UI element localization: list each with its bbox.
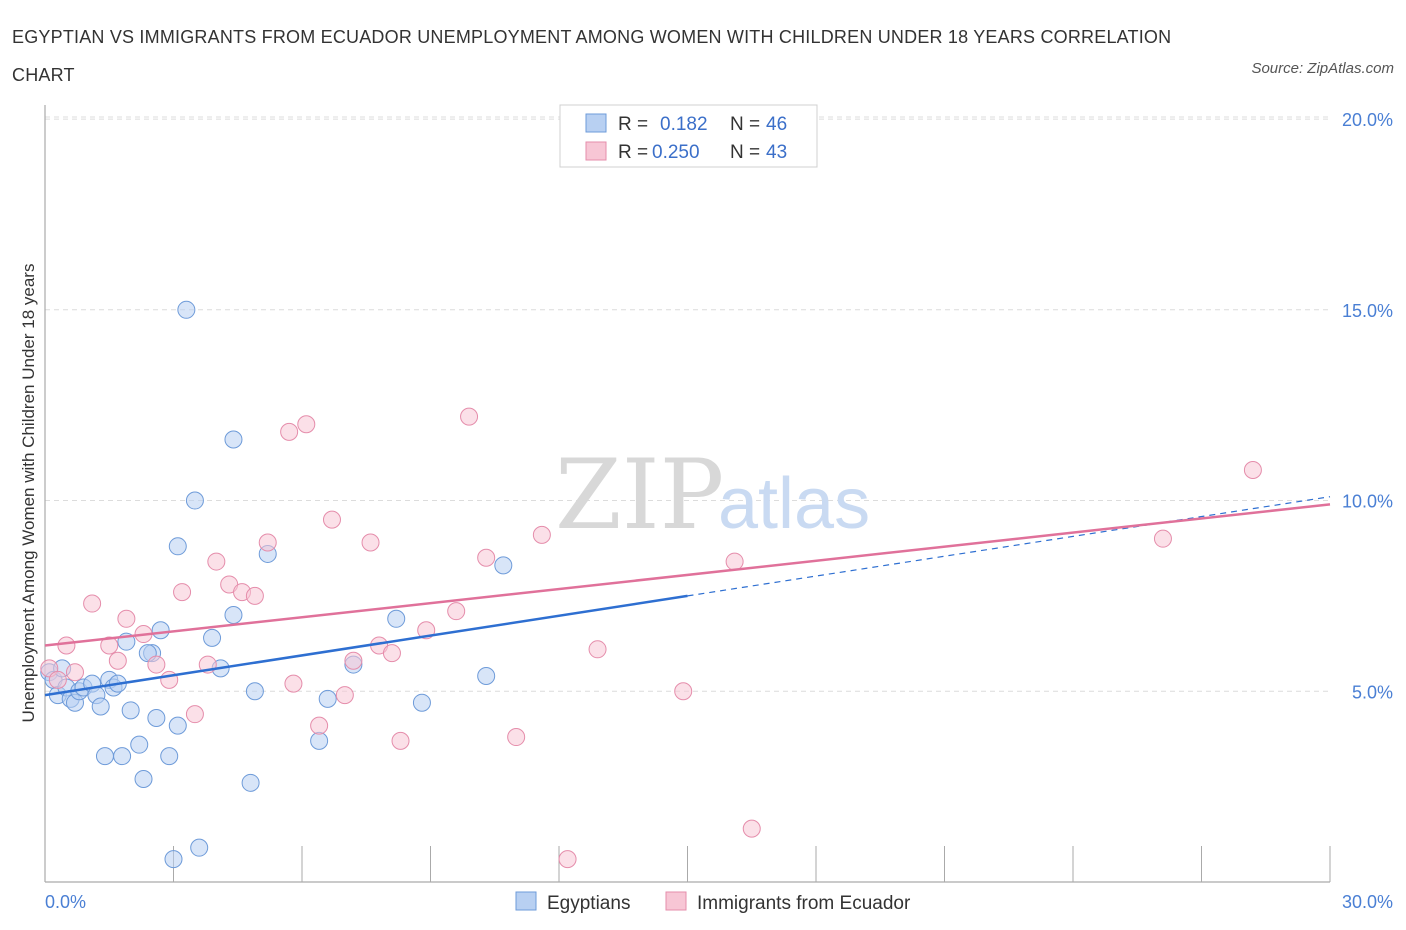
egyptians-point-39	[412, 693, 431, 712]
egyptians-point-35	[310, 731, 329, 750]
watermark: ZIP atlas	[555, 439, 870, 551]
egyptians-trend-line	[44, 594, 688, 697]
stats-n-label-pink: N =	[730, 142, 760, 163]
egyptians-point-42	[95, 747, 114, 766]
ecuador-trend-line	[44, 503, 1331, 647]
ecuador-point-38	[674, 682, 693, 701]
egyptians-point-33	[245, 682, 264, 701]
ecuador-point-3	[65, 663, 84, 682]
stats-n-label-blue: N =	[730, 114, 760, 135]
ecuador-point-28	[382, 644, 401, 663]
egyptians-point-25	[177, 300, 196, 319]
ecuador-point-24	[335, 686, 354, 705]
egyptians-point-19	[147, 708, 166, 727]
stats-n-value-blue: 46	[766, 114, 787, 135]
axes	[44, 105, 1331, 883]
egyptians-point-16	[130, 735, 149, 754]
ecuador-point-11	[173, 583, 192, 602]
stats-swatch-blue	[585, 113, 607, 133]
ecuador-point-26	[361, 533, 380, 552]
x-tick-label-0: 0.0%	[45, 892, 86, 912]
stats-swatch-pink	[585, 141, 607, 161]
y-tick-label-20: 20.0%	[1342, 110, 1393, 130]
trend-lines	[44, 496, 1331, 697]
gridlines	[45, 116, 1330, 692]
egyptians-point-40	[477, 667, 496, 686]
y-axis-label: Unemployment Among Women with Children U…	[19, 264, 38, 723]
watermark-atlas: atlas	[718, 464, 870, 544]
legend-label-ecuador: Immigrants from Ecuador	[697, 893, 911, 914]
ecuador-point-5	[100, 636, 119, 655]
watermark-zip: ZIP	[555, 439, 724, 551]
egyptians-point-32	[241, 773, 260, 792]
egyptians-point-41	[494, 556, 513, 575]
ecuador-point-19	[280, 422, 299, 441]
source-label: Source: ZipAtlas.com	[1251, 60, 1394, 77]
egyptians-point-27	[190, 838, 209, 857]
ecuador-point-25	[344, 651, 363, 670]
ecuador-point-1	[48, 670, 67, 689]
y-tick-label-5: 5.0%	[1352, 682, 1393, 702]
ecuador-point-23	[322, 510, 341, 529]
stats-r-value-blue: 0.182	[660, 114, 708, 135]
egyptians-point-15	[121, 701, 140, 720]
egyptians-point-23	[168, 716, 187, 735]
ecuador-point-29	[391, 731, 410, 750]
ecuador-point-4	[83, 594, 102, 613]
ecuador-point-2	[57, 636, 76, 655]
legend-label-egyptians: Egyptians	[547, 893, 630, 914]
ecuador-point-18	[258, 533, 277, 552]
ecuador-point-9	[147, 655, 166, 674]
series-legend: Egyptians Immigrants from Ecuador	[515, 891, 911, 914]
egyptians-point-17	[134, 770, 153, 789]
egyptians-point-43	[113, 747, 132, 766]
ecuador-point-6	[108, 651, 127, 670]
ecuador-point-40	[742, 819, 761, 838]
ecuador-point-37	[588, 640, 607, 659]
egyptians-point-20	[151, 621, 170, 640]
ecuador-point-12	[185, 705, 204, 724]
stats-r-value-pink: 0.250	[652, 142, 700, 163]
ecuador-point-14	[207, 552, 226, 571]
ecuador-point-20	[284, 674, 303, 693]
ecuador-point-36	[558, 850, 577, 869]
ecuador-point-17	[245, 586, 264, 605]
egyptians-point-24	[168, 537, 187, 556]
egyptians-point-22	[164, 850, 183, 869]
egyptians-point-31	[224, 430, 243, 449]
legend-swatch-ecuador	[665, 891, 687, 911]
y-tick-labels: 5.0% 10.0% 15.0% 20.0%	[1342, 110, 1393, 702]
egyptians-point-30	[224, 605, 243, 624]
y-tick-label-15: 15.0%	[1342, 301, 1393, 321]
egyptians-point-28	[203, 628, 222, 647]
y-tick-label-10: 10.0%	[1342, 492, 1393, 512]
ecuador-point-34	[507, 728, 526, 747]
stats-r-label-pink: R =	[618, 142, 648, 163]
egyptians-point-38	[387, 609, 406, 628]
legend-swatch-egyptians	[515, 891, 537, 911]
egyptians-point-36	[318, 689, 337, 708]
ecuador-point-7	[117, 609, 136, 628]
ecuador-point-42	[1153, 529, 1172, 548]
stats-n-value-pink: 43	[766, 142, 787, 163]
chart-title: EGYPTIAN VS IMMIGRANTS FROM ECUADOR UNEM…	[12, 27, 1172, 85]
x-tick-label-30: 30.0%	[1342, 892, 1393, 912]
ecuador-point-21	[297, 415, 316, 434]
egyptians-point-11	[91, 697, 110, 716]
egyptians-point-26	[185, 491, 204, 510]
ecuador-point-32	[460, 407, 479, 426]
ecuador-point-39	[725, 552, 744, 571]
ecuador-point-22	[310, 716, 329, 735]
ecuador-point-31	[447, 602, 466, 621]
ecuador-point-43	[1243, 461, 1262, 480]
stats-r-label-blue: R =	[618, 114, 648, 135]
stats-legend: R = 0.182 N = 46 R = 0.250 N = 43	[559, 104, 818, 168]
ecuador-point-35	[532, 525, 551, 544]
ecuador-point-33	[477, 548, 496, 567]
egyptians-point-21	[160, 747, 179, 766]
egyptians-trend-extension	[687, 496, 1331, 597]
